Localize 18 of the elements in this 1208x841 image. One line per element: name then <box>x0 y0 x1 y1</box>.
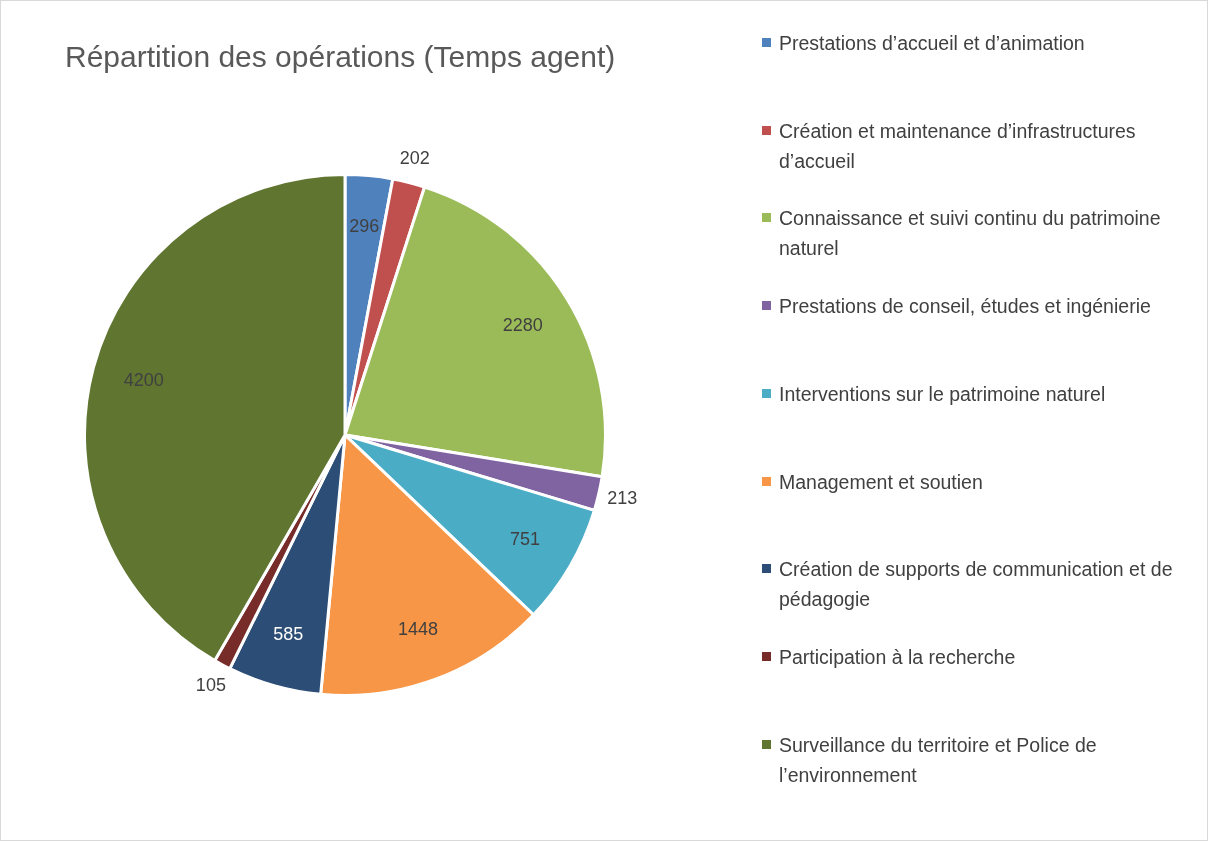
data-label: 202 <box>399 148 430 169</box>
data-label: 296 <box>349 216 380 237</box>
data-label: 213 <box>607 488 638 509</box>
legend-label: Participation à la recherche <box>779 645 1016 668</box>
legend-label: Création de supports de communication et de pédagogie <box>779 558 1173 611</box>
data-label: 2280 <box>502 315 543 336</box>
legend-label: Management et soutien <box>779 470 983 493</box>
data-label: 751 <box>510 528 541 549</box>
legend-label: Prestations de conseil, études et ingénierie <box>779 295 1151 318</box>
data-label: 1448 <box>397 619 439 640</box>
legend-label: Connaissance et suivi continu du patrimoine naturel <box>779 207 1161 260</box>
legend-label: Prestations d’accueil et d’animation <box>779 32 1085 54</box>
chart-title: Répartition des opérations (Temps agent) <box>65 40 616 74</box>
data-label: 585 <box>273 624 304 645</box>
data-label: 105 <box>195 674 226 695</box>
legend-label: Surveillance du territoire et Police de l’environnement <box>779 733 1097 786</box>
legend-label: Interventions sur le patrimoine naturel <box>779 382 1106 405</box>
legend-label: Création et maintenance d’infrastructures d’accueil <box>779 119 1136 172</box>
